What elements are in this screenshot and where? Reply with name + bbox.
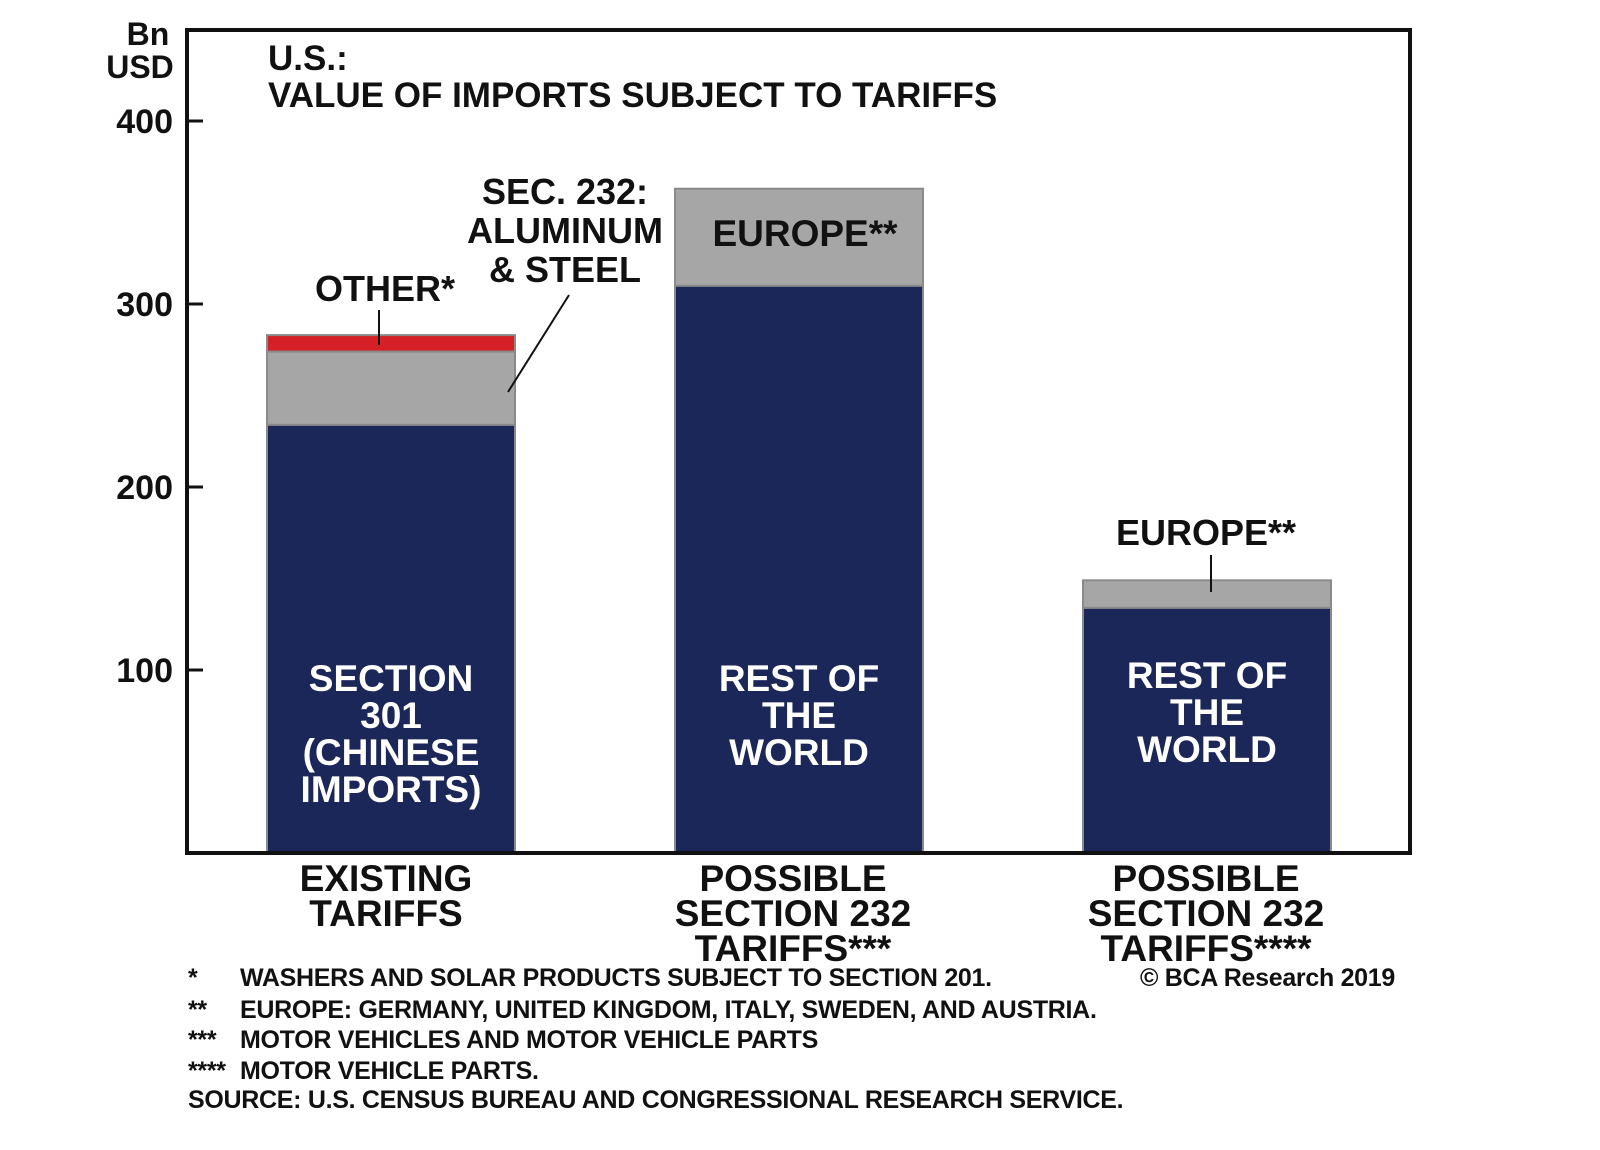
x-category-3-line-3: TARIFFS**** xyxy=(1100,928,1312,969)
x-category-2-line-2: SECTION 232 xyxy=(675,893,911,934)
bar-1-segment-1-label-line-3: (CHINESE xyxy=(303,732,480,773)
x-category-1-line-2: TARIFFS xyxy=(309,893,462,934)
bar-2-segment-2-label-line-1: EUROPE** xyxy=(712,213,898,254)
x-category-1-line-1: EXISTING xyxy=(300,858,473,899)
footnote-3-text: MOTOR VEHICLES AND MOTOR VEHICLE PARTS xyxy=(240,1026,818,1054)
bar-1-segment-1-label-line-2: 301 xyxy=(360,695,422,736)
y-axis-label-line-1: Bn xyxy=(127,16,170,52)
bar-3-segment-2 xyxy=(1082,579,1332,609)
chart-title: U.S.: xyxy=(268,39,348,78)
bar-1-segment-1-label-line-1: SECTION xyxy=(309,658,473,699)
bar-1-segment-2-label-line-1: SEC. 232: xyxy=(482,171,648,212)
y-tick-label-200: 200 xyxy=(116,469,173,507)
footnote-3-marker: *** xyxy=(188,1026,217,1054)
footnote-2-marker: ** xyxy=(188,996,207,1024)
bar-3-segment-1-label-line-2: THE xyxy=(1170,692,1244,733)
y-axis-label-line-2: USD xyxy=(106,49,174,85)
source-note: SOURCE: U.S. CENSUS BUREAU AND CONGRESSI… xyxy=(188,1086,1124,1114)
bar-1-segment-1 xyxy=(266,423,516,854)
bar-3-segment-2-label-line-1: EUROPE** xyxy=(1116,512,1296,553)
bar-1-segment-2 xyxy=(266,350,516,426)
bar-1-segment-3 xyxy=(266,334,516,353)
callout-line-aluminum-steel xyxy=(507,294,570,393)
footnote-2-text: EUROPE: GERMANY, UNITED KINGDOM, ITALY, … xyxy=(240,996,1097,1024)
x-category-2-line-3: TARIFFS*** xyxy=(695,928,892,969)
copyright: © BCA Research 2019 xyxy=(1140,964,1395,992)
plot-frame xyxy=(185,28,1412,855)
bar-2-segment-2 xyxy=(674,187,924,287)
bar-2-segment-1-label-line-3: WORLD xyxy=(729,732,869,773)
bar-2-segment-1-label-line-1: REST OF xyxy=(719,658,879,699)
x-category-2-line-1: POSSIBLE xyxy=(699,858,886,899)
bar-1-segment-1-label-line-4: IMPORTS) xyxy=(301,769,482,810)
bar-3-segment-1-label-line-3: WORLD xyxy=(1137,729,1277,770)
footnote-1-text: WASHERS AND SOLAR PRODUCTS SUBJECT TO SE… xyxy=(240,964,992,992)
footnote-4-marker: **** xyxy=(188,1057,226,1085)
bar-2-segment-1-label-line-2: THE xyxy=(762,695,836,736)
bar-3-segment-1-label-line-1: REST OF xyxy=(1127,655,1287,696)
bar-2-segment-1 xyxy=(674,284,924,854)
chart-subtitle: VALUE OF IMPORTS SUBJECT TO TARIFFS xyxy=(268,76,997,115)
bar-1-segment-2-label-line-3: & STEEL xyxy=(489,249,641,290)
x-category-3-line-1: POSSIBLE xyxy=(1112,858,1299,899)
x-category-3-line-2: SECTION 232 xyxy=(1088,893,1324,934)
bar-1-segment-2-label-line-2: ALUMINUM xyxy=(467,210,663,251)
footnote-1-marker: * xyxy=(188,964,198,992)
y-tick-label-400: 400 xyxy=(116,103,173,141)
footnote-4-text: MOTOR VEHICLE PARTS. xyxy=(240,1057,539,1085)
bar-1-segment-3-label-line-1: OTHER* xyxy=(315,268,455,309)
y-tick-label-100: 100 xyxy=(116,652,173,690)
y-tick-label-300: 300 xyxy=(116,286,173,324)
